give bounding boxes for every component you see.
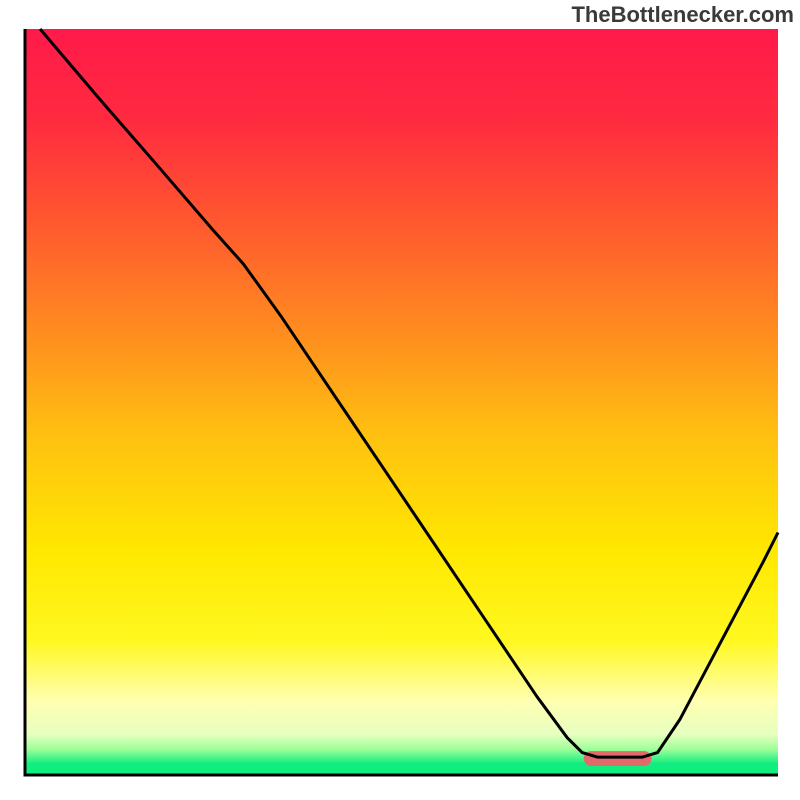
chart-svg xyxy=(0,0,800,800)
chart-container: TheBottlenecker.com xyxy=(0,0,800,800)
watermark: TheBottlenecker.com xyxy=(571,2,794,28)
